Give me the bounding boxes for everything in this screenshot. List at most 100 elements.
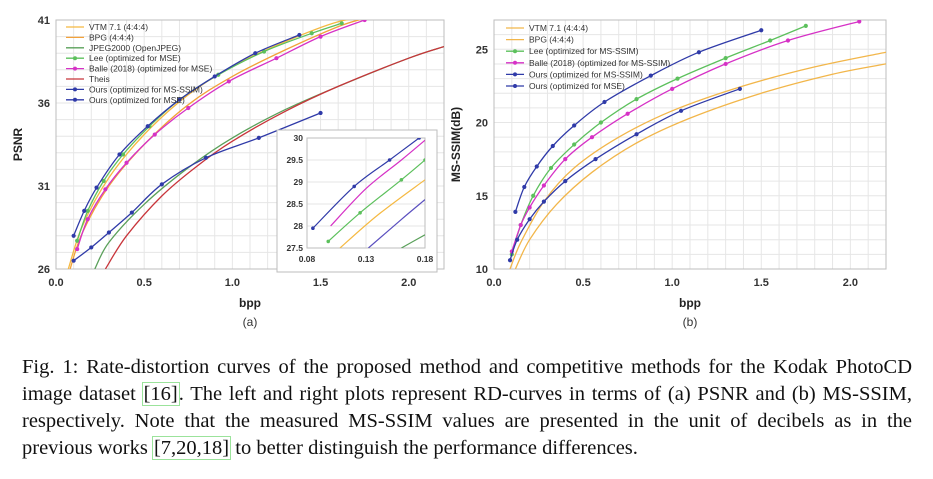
y-axis-label: MS-SSIM(dB) bbox=[449, 107, 463, 182]
data-point bbox=[550, 143, 555, 149]
data-point bbox=[152, 132, 157, 137]
citation-link[interactable]: [7,20,18] bbox=[151, 436, 232, 460]
data-point bbox=[262, 49, 267, 54]
data-point bbox=[212, 74, 217, 79]
data-point bbox=[785, 38, 791, 43]
data-point bbox=[318, 34, 323, 39]
legend-label: BPG (4:4:4) bbox=[89, 32, 134, 42]
plot-area bbox=[55, 19, 445, 270]
inset-series-line bbox=[312, 138, 420, 229]
data-point bbox=[670, 86, 675, 91]
caption-text-2: . The left and right plots represent RD-… bbox=[22, 383, 912, 459]
data-point bbox=[124, 160, 129, 165]
inset-series-group bbox=[311, 138, 425, 248]
legend-marker bbox=[73, 56, 77, 61]
chart-panel-b: 0.0 0.5 1.0 1.5 2.0 10 15 20 25 bpp MS-SSIM(dB) (b)… bbox=[449, 19, 887, 329]
data-point bbox=[723, 55, 728, 61]
inset-y-tick-label: 28.5 bbox=[286, 199, 303, 209]
inset-data-point bbox=[423, 158, 425, 162]
y-tick-label: 41 bbox=[38, 15, 50, 27]
inset-x-tick-label: 0.13 bbox=[358, 254, 375, 264]
series-line bbox=[76, 20, 365, 250]
data-point bbox=[513, 209, 518, 214]
data-point bbox=[675, 76, 680, 81]
panel-label: (b) bbox=[683, 315, 698, 329]
data-point bbox=[94, 185, 99, 190]
data-point bbox=[593, 157, 598, 162]
inset-data-point bbox=[358, 211, 362, 215]
x-tick-label: 1.5 bbox=[754, 277, 769, 289]
inset-plot-area bbox=[306, 137, 426, 249]
data-point bbox=[548, 165, 554, 171]
legend-marker bbox=[513, 60, 517, 65]
data-point bbox=[737, 86, 742, 91]
inset-x-tick-label: 0.08 bbox=[299, 254, 316, 264]
data-point bbox=[857, 20, 862, 24]
data-point bbox=[318, 110, 323, 116]
data-point bbox=[572, 142, 577, 147]
figure-caption: Fig. 1: Rate-distortion curves of the pr… bbox=[22, 354, 912, 462]
x-axis-label: bpp bbox=[679, 296, 701, 310]
legend-label: Balle (2018) (optimized for MS-SSIM) bbox=[529, 58, 670, 68]
legend-label: BPG (4:4:4) bbox=[529, 35, 574, 45]
data-point bbox=[634, 132, 639, 137]
data-point bbox=[515, 237, 520, 242]
data-point bbox=[507, 258, 513, 263]
data-point bbox=[71, 258, 76, 263]
inset-chart: 0.08 0.13 0.18 27.5 28 28.5 29 29.5 30 bbox=[276, 129, 438, 273]
data-point bbox=[518, 222, 523, 228]
data-point bbox=[563, 157, 568, 162]
inset-data-point bbox=[417, 138, 421, 140]
data-point bbox=[768, 38, 773, 43]
inset-data-point bbox=[399, 178, 404, 182]
legend-label: Theis bbox=[89, 74, 110, 84]
data-point bbox=[563, 179, 568, 184]
y-tick-label: 36 bbox=[38, 98, 50, 110]
data-point bbox=[723, 61, 728, 67]
x-tick-label: 1.5 bbox=[313, 277, 328, 289]
series-line bbox=[509, 88, 741, 261]
citation-link[interactable]: [16] bbox=[141, 382, 180, 406]
data-point bbox=[89, 245, 94, 250]
legend-label: Ours (optimized for MS-SSIM) bbox=[89, 84, 203, 94]
inset-y-tick-label: 27.5 bbox=[286, 243, 303, 253]
caption-text-3: to better distinguish the performance di… bbox=[230, 437, 638, 459]
inset-y-tick-label: 30 bbox=[294, 133, 304, 143]
series-group bbox=[67, 20, 444, 269]
data-point bbox=[75, 246, 80, 252]
legend-label: Ours (optimized for MSE) bbox=[89, 95, 185, 105]
data-point bbox=[339, 21, 344, 26]
x-tick-label: 0.0 bbox=[486, 277, 501, 289]
legend-label: Balle (2018) (optimized for MSE) bbox=[89, 64, 212, 74]
x-axis-label: bpp bbox=[239, 296, 261, 310]
data-point bbox=[103, 187, 108, 192]
data-point bbox=[82, 208, 87, 213]
data-point bbox=[572, 123, 577, 128]
inset-data-point bbox=[311, 226, 315, 230]
x-tick-label: 0.0 bbox=[48, 277, 63, 289]
figure: 0.0 0.5 1.0 1.5 2.0 26 31 36 41 bpp PSNR (a) VTM 7.1… bbox=[11, 15, 887, 329]
x-tick-label: 1.0 bbox=[665, 277, 680, 289]
caption-text-1: Fig. 1: Rate-distortion curves of the pr… bbox=[22, 356, 912, 405]
legend: VTM 7.1 (4:4:4)BPG (4:4:4)JPEG2000 (Open… bbox=[66, 22, 212, 105]
x-tick-label: 2.0 bbox=[401, 277, 416, 289]
data-point bbox=[85, 217, 90, 222]
x-tick-label: 2.0 bbox=[843, 277, 858, 289]
inset-y-tick-label: 28 bbox=[294, 221, 304, 231]
x-tick-label: 1.0 bbox=[225, 277, 240, 289]
inset-series-line bbox=[339, 179, 425, 248]
data-point bbox=[129, 210, 134, 215]
data-point bbox=[541, 183, 546, 188]
data-point bbox=[522, 184, 527, 190]
data-point bbox=[274, 56, 279, 61]
x-tick-label: 0.5 bbox=[137, 277, 152, 289]
data-point bbox=[527, 205, 532, 210]
data-point bbox=[598, 120, 604, 125]
data-point bbox=[759, 28, 764, 33]
data-point bbox=[106, 230, 112, 235]
data-point bbox=[602, 99, 607, 105]
data-point bbox=[226, 79, 231, 84]
legend-marker bbox=[73, 87, 77, 92]
inset-y-tick-label: 29.5 bbox=[286, 155, 303, 165]
legend-label: Ours (optimized for MS-SSIM) bbox=[529, 69, 643, 79]
